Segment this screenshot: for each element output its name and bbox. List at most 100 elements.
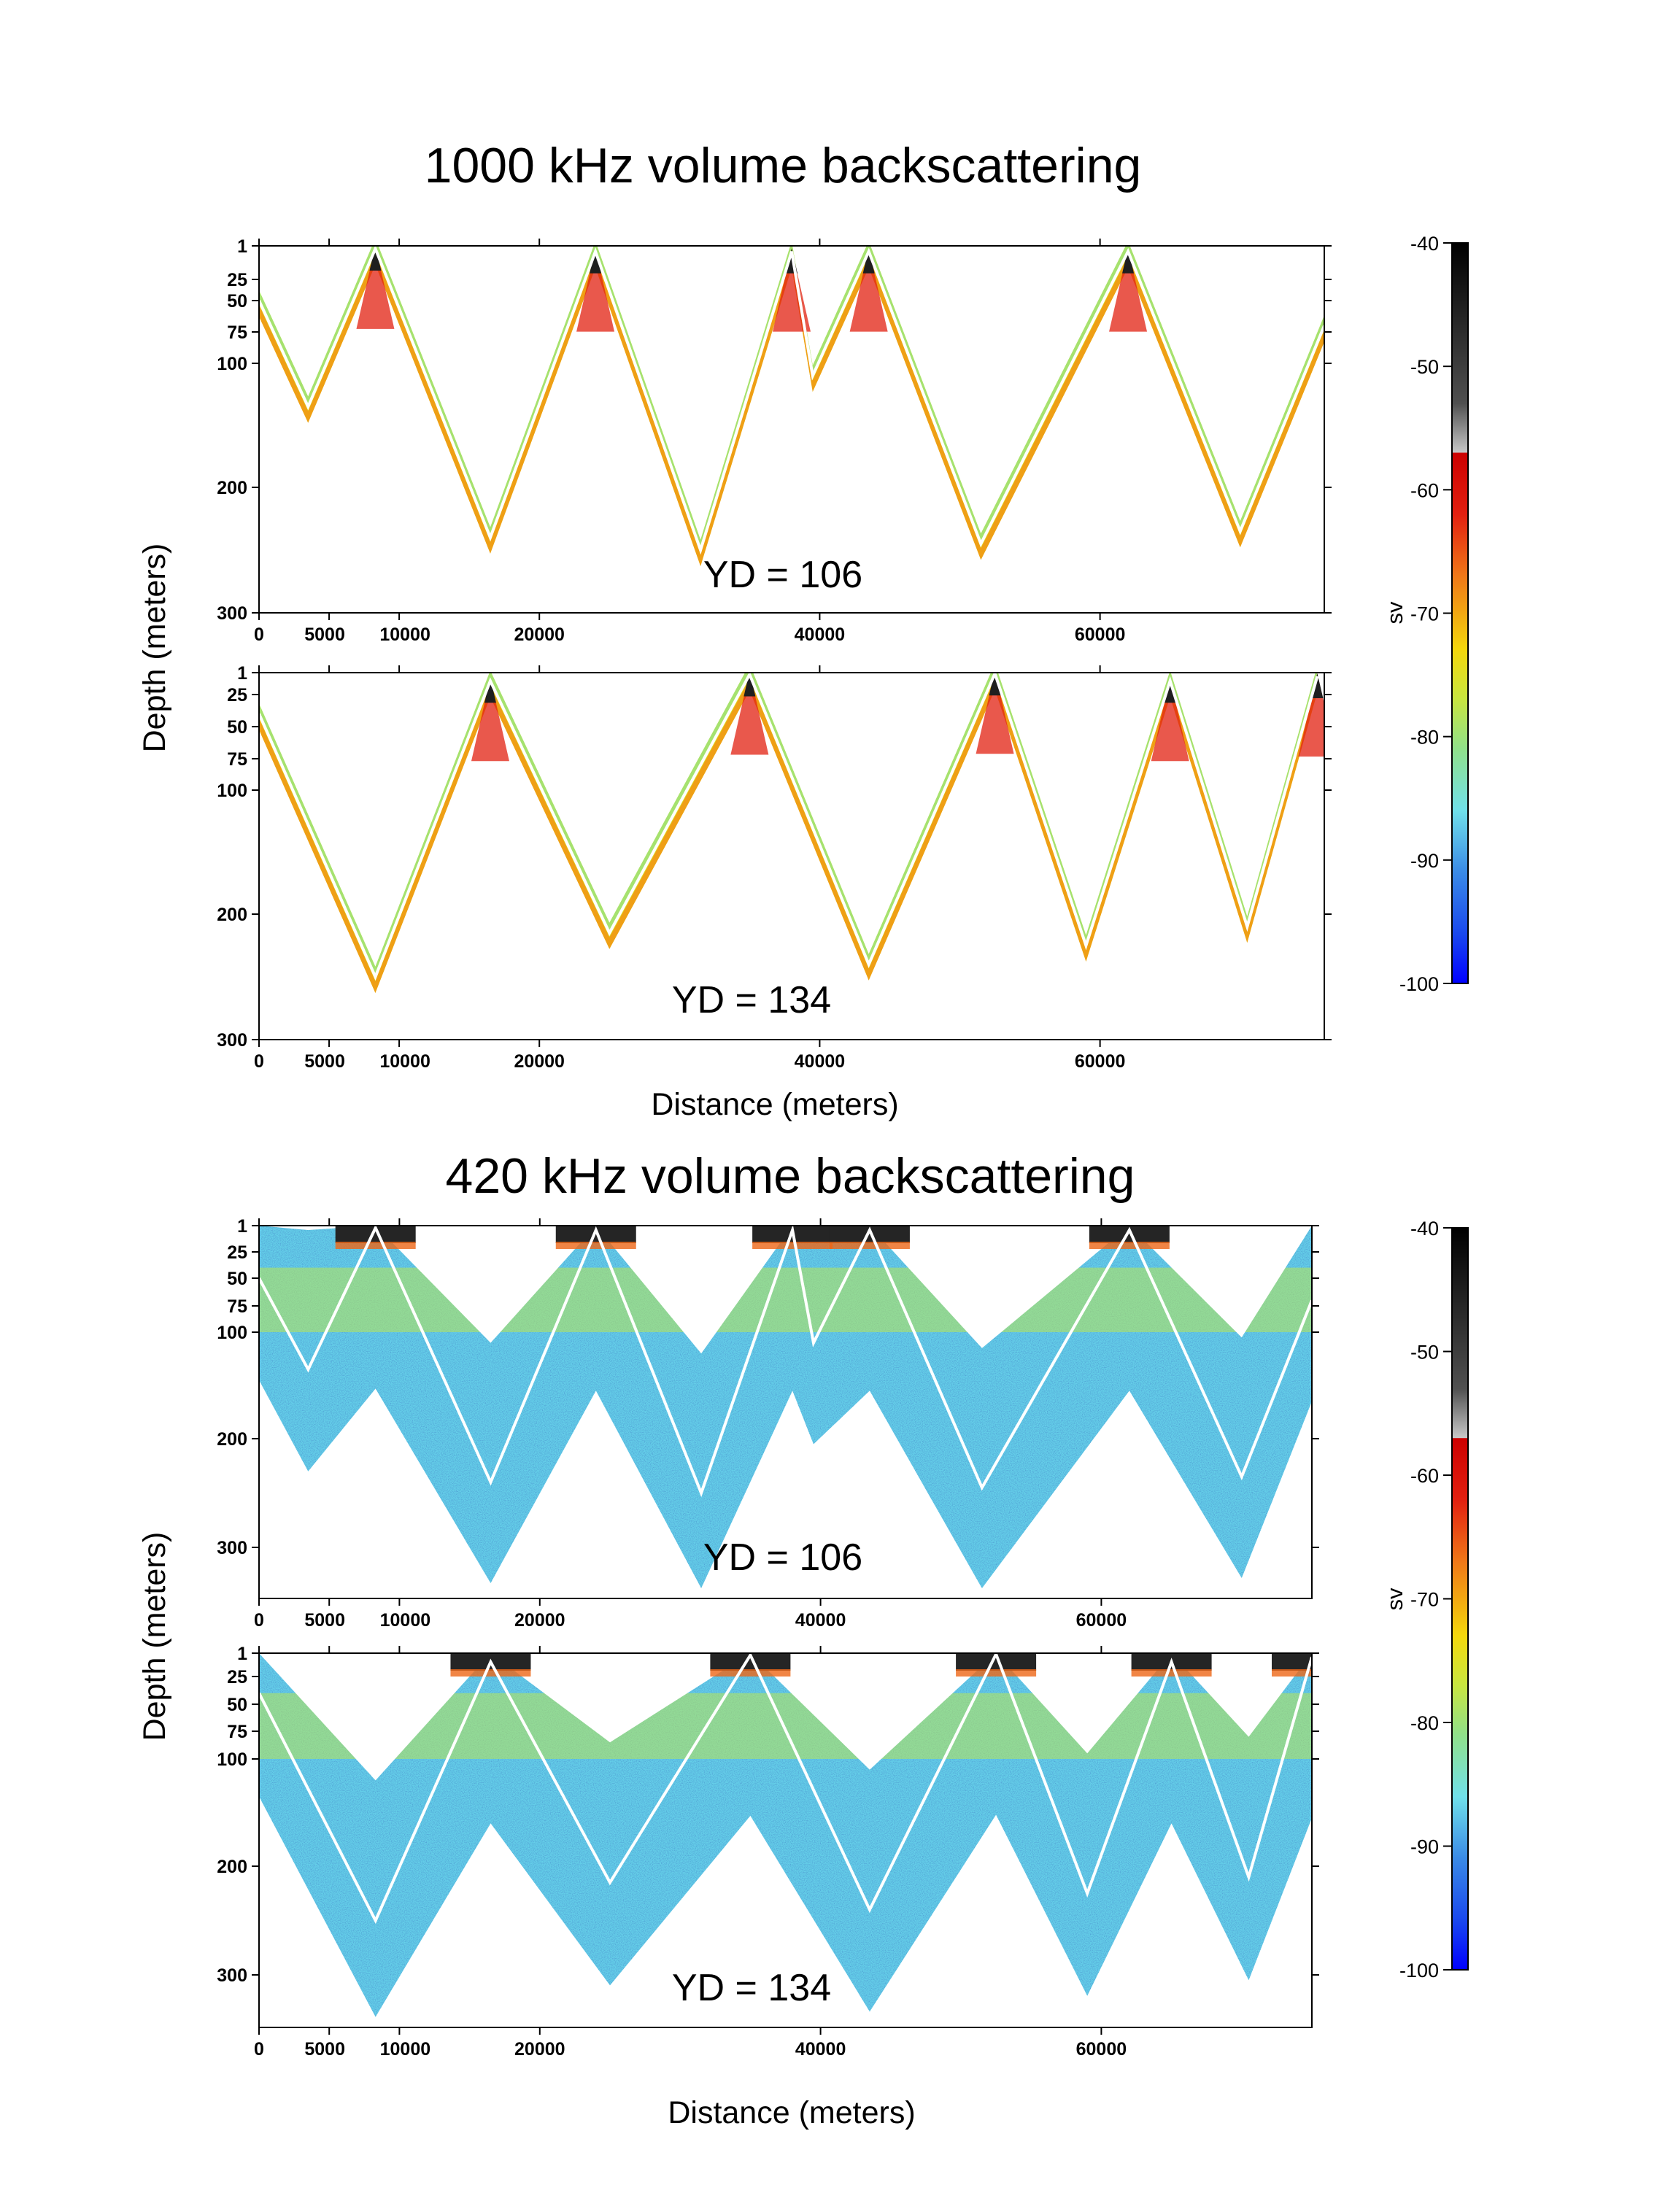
surface-cap-edge bbox=[752, 1242, 833, 1249]
surface-peak-sv bbox=[590, 248, 602, 274]
colorbar-tick-label: -60 bbox=[1410, 479, 1439, 501]
x-tick-label: 0 bbox=[254, 2039, 264, 2060]
x-tick-label: 5000 bbox=[304, 1610, 345, 1631]
y-tick-label: 200 bbox=[217, 1857, 247, 1877]
x-tick-label: 20000 bbox=[514, 624, 565, 645]
surface-peak-sv bbox=[989, 673, 1001, 696]
y-tick-label: 200 bbox=[217, 905, 247, 925]
y-tick-label: 50 bbox=[227, 717, 247, 738]
y-tick-label: 300 bbox=[217, 1538, 247, 1558]
x-tick-label: 10000 bbox=[379, 624, 430, 645]
plot-frame bbox=[258, 1652, 1313, 2028]
colorbar-tick-label: -70 bbox=[1410, 1589, 1439, 1611]
tow-track-line bbox=[259, 246, 1324, 555]
x-tick-label: 0 bbox=[254, 1051, 264, 1072]
swath-band-lower bbox=[259, 678, 1318, 993]
colorbar-tick-label: -70 bbox=[1410, 603, 1439, 625]
y-tick-label: 75 bbox=[227, 1296, 247, 1317]
year-day-annotation: YD = 106 bbox=[703, 1536, 862, 1579]
y-tick-label: 75 bbox=[227, 322, 247, 343]
colorbar-420khz: -40 -50 -60 -70 -80 -90 -100 bbox=[1399, 1218, 1469, 1981]
y-axis-label-1000khz: Depth (meters) bbox=[137, 544, 172, 753]
y-tick-label: 25 bbox=[227, 685, 247, 705]
surface-peak-sv bbox=[743, 673, 756, 697]
swath-band-lower bbox=[259, 252, 1324, 566]
surface-cap-edge bbox=[450, 1669, 531, 1677]
y-tick-label: 75 bbox=[227, 1722, 247, 1742]
surface-high-sv bbox=[356, 246, 395, 329]
y-tick-label: 300 bbox=[217, 603, 247, 624]
surface-high-sv bbox=[1151, 678, 1189, 762]
x-tick-label: 60000 bbox=[1076, 1610, 1127, 1631]
x-tick-label: 10000 bbox=[380, 1610, 431, 1631]
no-data-region bbox=[259, 1653, 1312, 1781]
tow-track-line bbox=[259, 1226, 1312, 1498]
x-tick-label: 60000 bbox=[1076, 2039, 1127, 2060]
colorbar-tick-label: -100 bbox=[1399, 1960, 1439, 1981]
plot-frame bbox=[258, 245, 1325, 614]
x-tick-label: 0 bbox=[254, 1610, 264, 1631]
x-tick-label: 10000 bbox=[379, 1051, 430, 1072]
plot-frame bbox=[258, 1225, 1313, 1599]
chart-title-420khz: 420 kHz volume backscattering bbox=[446, 1148, 1135, 1204]
y-tick-label: 300 bbox=[217, 1965, 247, 1986]
y-tick-label: 100 bbox=[217, 354, 247, 374]
y-tick-label: 1 bbox=[237, 236, 247, 257]
surface-cap bbox=[1272, 1653, 1312, 1671]
surface-cap-edge bbox=[956, 1669, 1037, 1677]
year-day-annotation: YD = 134 bbox=[672, 1967, 831, 2009]
x-tick-label: 60000 bbox=[1075, 1051, 1126, 1072]
y-tick-label: 100 bbox=[217, 1749, 247, 1770]
colorbar-tick-label: -60 bbox=[1410, 1465, 1439, 1487]
panel-420khz-yd106: 1 25 50 75 100 200 300 0 5000 10000 20000 40000 6000… bbox=[217, 1216, 1319, 1631]
y-tick-label: 1 bbox=[237, 1216, 247, 1237]
x-tick-label: 20000 bbox=[514, 1610, 565, 1631]
surface-peak-sv bbox=[369, 246, 382, 271]
colorbar-tick-label: -90 bbox=[1410, 1836, 1439, 1858]
x-tick-label: 60000 bbox=[1075, 624, 1126, 645]
colorbar-tick-label: -50 bbox=[1410, 1342, 1439, 1364]
x-axis-label-420khz: Distance (meters) bbox=[668, 2095, 915, 2130]
x-tick-label: 0 bbox=[254, 624, 264, 645]
plot-frame bbox=[258, 672, 1325, 1040]
colorbar-tick-label: -40 bbox=[1410, 233, 1439, 255]
x-tick-label: 40000 bbox=[795, 1051, 846, 1072]
colorbar-label-1000khz: sv bbox=[1382, 601, 1407, 624]
x-tick-label: 5000 bbox=[304, 1051, 345, 1072]
colorbar-tick-label: -40 bbox=[1410, 1218, 1439, 1240]
panel-420khz-yd134: 1 25 50 75 100 200 300 0 5000 10000 20000 40000 6000… bbox=[217, 1644, 1319, 2060]
surface-cap-edge bbox=[710, 1669, 791, 1677]
x-tick-label: 20000 bbox=[514, 2039, 565, 2060]
y-tick-label: 50 bbox=[227, 1695, 247, 1715]
y-tick-label: 100 bbox=[217, 1323, 247, 1343]
y-tick-label: 75 bbox=[227, 749, 247, 770]
y-tick-label: 25 bbox=[227, 1667, 247, 1687]
x-tick-label: 10000 bbox=[380, 2039, 431, 2060]
year-day-annotation: YD = 106 bbox=[703, 554, 862, 596]
y-tick-label: 300 bbox=[217, 1030, 247, 1051]
x-tick-label: 40000 bbox=[795, 2039, 846, 2060]
colorbar-label-420khz: sv bbox=[1382, 1588, 1407, 1611]
y-tick-label: 100 bbox=[217, 781, 247, 801]
x-axis-label-1000khz: Distance (meters) bbox=[651, 1087, 898, 1122]
surface-peak-sv bbox=[1164, 678, 1176, 703]
surface-peak-sv bbox=[862, 248, 875, 274]
surface-high-sv bbox=[471, 678, 509, 762]
colorbar-tick-label: -80 bbox=[1410, 1712, 1439, 1734]
swath-band-upper bbox=[259, 673, 1318, 975]
surface-cap-edge bbox=[1272, 1669, 1312, 1677]
x-tick-label: 20000 bbox=[514, 1051, 565, 1072]
surface-cap-edge bbox=[555, 1242, 636, 1249]
x-tick-label: 40000 bbox=[795, 1610, 846, 1631]
y-tick-label: 1 bbox=[237, 663, 247, 684]
colorbar-1000khz: -40 -50 -60 -70 -80 -90 -100 bbox=[1399, 233, 1469, 995]
surface-peak-sv bbox=[484, 678, 496, 703]
surface-high-sv bbox=[576, 248, 615, 332]
y-tick-label: 50 bbox=[227, 1269, 247, 1289]
y-tick-label: 25 bbox=[227, 1242, 247, 1263]
y-axis-label-420khz: Depth (meters) bbox=[137, 1532, 172, 1741]
surface-cap-edge bbox=[1089, 1242, 1170, 1249]
surface-high-sv bbox=[1109, 248, 1148, 332]
colorbar-tick-label: -100 bbox=[1399, 973, 1439, 995]
